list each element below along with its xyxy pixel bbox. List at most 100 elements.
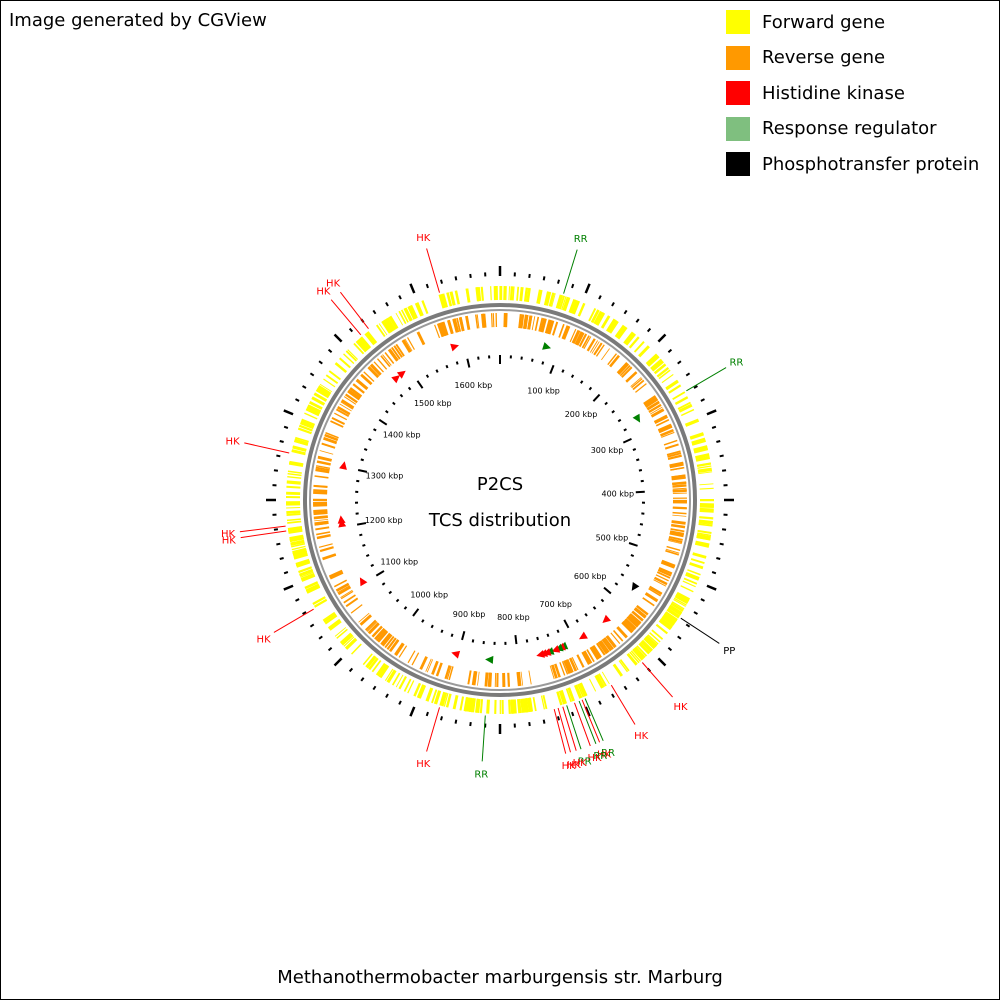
reverse-gene-segment (333, 579, 348, 588)
forward-gene-segment (532, 697, 537, 712)
outer-tick (398, 295, 402, 300)
forward-gene-segment (651, 629, 664, 640)
ruler-tick (623, 428, 627, 432)
forward-gene-segment (647, 634, 659, 645)
forward-gene-segment (630, 650, 642, 662)
outer-tick (469, 273, 472, 279)
forward-gene-segment (529, 697, 534, 712)
reverse-gene-segment (334, 412, 348, 421)
forward-gene-segment (548, 292, 555, 307)
reverse-gene-segment (330, 420, 344, 428)
ruler-tick (632, 448, 637, 451)
forward-gene-segment (438, 294, 445, 309)
outer-tick (635, 677, 640, 682)
outer-tick (309, 623, 315, 628)
ruler-tick (580, 380, 584, 384)
feature-callouts: RRRRPPHKHKRRHKRRHKRRHKHKHKRRHKHKHKHKHKHK… (221, 233, 743, 780)
forward-gene-segment (536, 289, 542, 304)
forward-gene-segment (606, 318, 616, 332)
reverse-gene-segment (448, 319, 454, 334)
reverse-gene-segment (374, 627, 386, 641)
feature-label-hk: HK (221, 529, 236, 540)
forward-gene-segment (697, 467, 713, 473)
reverse-gene-segment (435, 662, 443, 677)
forward-gene-segment (599, 673, 607, 686)
outer-tick (318, 635, 323, 640)
legend-label-reverse-gene: Reverse gene (762, 47, 886, 68)
ruler-tick (471, 639, 475, 643)
reverse-gene-segment (317, 455, 332, 461)
reverse-gene-segment (559, 662, 566, 676)
forward-gene-segment (641, 639, 654, 651)
reverse-gene-segment (473, 671, 477, 686)
forward-gene-segment (593, 310, 604, 325)
forward-gene-segment (292, 548, 307, 556)
forward-gene-segment (319, 383, 333, 393)
reverse-gene-segment (398, 645, 408, 658)
feature-label-rr: RR (593, 751, 607, 762)
forward-gene-segment (522, 698, 527, 713)
reverse-gene-segment (606, 635, 617, 647)
reverse-gene-segment (527, 315, 531, 330)
feature-label-rr: RR (474, 769, 488, 780)
outer-tick (557, 716, 560, 721)
forward-gene-segment (624, 332, 637, 346)
forward-gene-segment (568, 298, 577, 314)
ruler-label: 200 kbp (565, 410, 598, 419)
outer-tick (283, 571, 289, 575)
forward-gene-segment (376, 663, 388, 677)
feature-label-hk: HK (587, 753, 602, 764)
forward-gene-segment (299, 421, 315, 430)
ruler-tick (603, 586, 612, 595)
outer-tick (309, 372, 315, 377)
forward-gene-segment (570, 299, 578, 314)
reverse-gene-segment (475, 314, 479, 329)
outer-tick (611, 302, 615, 307)
reverse-gene-segment (376, 629, 387, 642)
reverse-gene-segment (316, 465, 331, 469)
forward-gene-segment (567, 687, 575, 702)
outer-tick (667, 646, 673, 652)
ruler-tick (561, 369, 565, 373)
feature-arrow-hk (551, 645, 561, 653)
forward-gene-segment (661, 615, 675, 626)
forward-gene-segment (325, 374, 339, 385)
forward-gene-segment (292, 445, 307, 451)
forward-gene-segment (694, 542, 709, 548)
forward-gene-segment (388, 315, 399, 330)
forward-gene-segment (647, 355, 660, 367)
forward-gene-segment (668, 605, 682, 616)
forward-gene-segment (365, 331, 378, 345)
reverse-gene-segment (561, 661, 569, 675)
forward-gene-segment (364, 332, 376, 346)
reverse-gene-segment (489, 672, 493, 687)
reverse-gene-segment (393, 345, 403, 358)
outer-tick (276, 454, 281, 458)
reverse-gene-segment (337, 586, 352, 596)
forward-gene-segment (311, 396, 326, 405)
forward-gene-segment (519, 287, 522, 302)
ruler-label: 1500 kbp (414, 399, 452, 408)
forward-gene-segment (616, 326, 628, 340)
outer-tick (598, 700, 602, 705)
outer-tick (385, 693, 389, 698)
feature-arrows (337, 342, 641, 664)
forward-gene-segment (356, 340, 368, 352)
forward-gene-segment (336, 628, 348, 639)
reverse-gene-segment (411, 652, 420, 666)
ruler-label: 1600 kbp (455, 381, 493, 390)
forward-gene-segment (632, 647, 645, 661)
reverse-gene-segment (322, 554, 337, 561)
reverse-gene-segment (448, 666, 454, 681)
reverse-gene-segment (381, 633, 393, 647)
feature-callout-line (584, 698, 604, 741)
feature-callout-line (563, 249, 578, 294)
forward-gene-segment (375, 324, 386, 338)
ruler-tick (373, 428, 377, 432)
reverse-gene-segment (358, 612, 370, 623)
feature-label-hk: HK (634, 731, 649, 742)
reverse-gene-segment (650, 408, 665, 418)
outer-tick (385, 302, 389, 307)
outer-tick (598, 295, 602, 300)
forward-gene-segment (339, 632, 353, 645)
